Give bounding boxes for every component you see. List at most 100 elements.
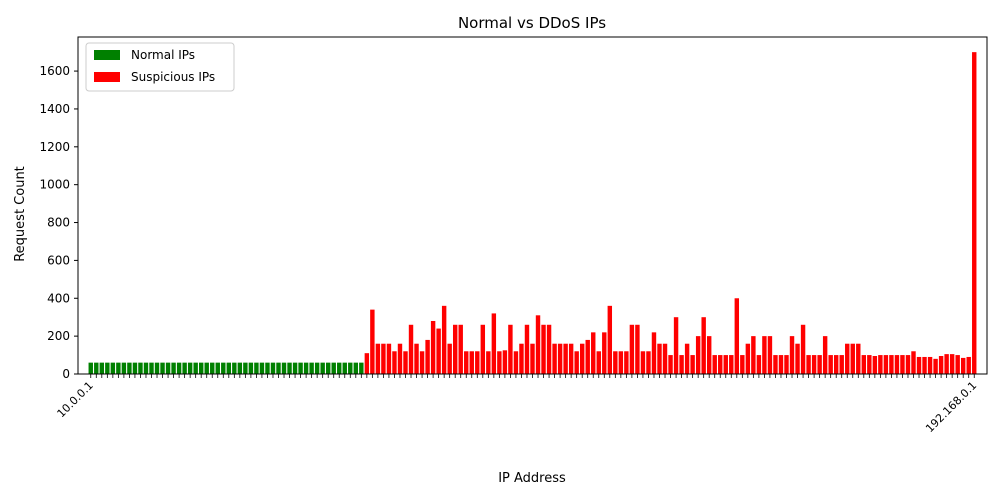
bar-suspicious-ip bbox=[441, 305, 447, 374]
bar-normal-ip bbox=[342, 362, 347, 374]
bar-normal-ip bbox=[309, 362, 314, 374]
bar-suspicious-ip bbox=[933, 358, 938, 374]
bar-suspicious-ip bbox=[861, 355, 867, 374]
bar-suspicious-ip bbox=[419, 351, 425, 374]
bar-normal-ip bbox=[110, 362, 116, 374]
bar-suspicious-ip bbox=[546, 324, 552, 374]
bar-normal-ip bbox=[198, 362, 204, 374]
bar-suspicious-ip bbox=[486, 351, 491, 374]
bar-suspicious-ip bbox=[475, 351, 480, 374]
bar-normal-ip bbox=[325, 362, 331, 374]
bar-normal-ip bbox=[127, 362, 132, 374]
bar-normal-ip bbox=[182, 362, 187, 374]
bar-suspicious-ip bbox=[706, 336, 712, 374]
bar-normal-ip bbox=[359, 362, 364, 374]
y-tick-label: 1600 bbox=[39, 64, 70, 78]
bar-suspicious-ip bbox=[701, 317, 706, 374]
bar-normal-ip bbox=[171, 362, 176, 374]
bar-suspicious-ip bbox=[817, 355, 822, 374]
bar-suspicious-ip bbox=[624, 351, 629, 374]
bar-suspicious-ip bbox=[668, 355, 673, 374]
bar-suspicious-ip bbox=[784, 355, 789, 374]
bar-normal-ip bbox=[337, 362, 342, 374]
bar-normal-ip bbox=[353, 362, 359, 374]
bar-suspicious-ip bbox=[673, 317, 679, 374]
bar-normal-ip bbox=[105, 362, 110, 374]
chart-title: Normal vs DDoS IPs bbox=[458, 14, 606, 32]
bar-suspicious-ip bbox=[850, 343, 855, 374]
bar-normal-ip bbox=[281, 362, 287, 374]
plot-frame bbox=[77, 36, 988, 375]
legend-label-suspicious: Suspicious IPs bbox=[131, 70, 215, 84]
bar-normal-ip bbox=[243, 362, 248, 374]
bar-suspicious-ip bbox=[447, 343, 452, 374]
y-tick-label: 600 bbox=[47, 253, 70, 267]
bar-suspicious-ip bbox=[822, 336, 828, 374]
bar-suspicious-ip bbox=[723, 355, 728, 374]
y-axis: 0 200 400 600 800 1000 1200 1400 1600 bbox=[39, 64, 78, 381]
bar-suspicious-ip bbox=[684, 343, 690, 374]
bar-normal-ip bbox=[154, 362, 160, 374]
bar-suspicious-ip bbox=[579, 343, 585, 374]
bar-normal-ip bbox=[331, 362, 336, 374]
y-axis-label: Request Count bbox=[13, 166, 28, 262]
bar-suspicious-ip bbox=[607, 305, 613, 374]
bar-suspicious-ip bbox=[491, 313, 497, 374]
bar-suspicious-ip bbox=[833, 355, 839, 374]
bar-normal-ip bbox=[232, 362, 237, 374]
bar-suspicious-ip bbox=[972, 52, 977, 375]
bar-suspicious-ip bbox=[629, 324, 635, 374]
bar-suspicious-ip bbox=[497, 351, 502, 374]
bar-suspicious-ip bbox=[767, 336, 773, 374]
bar-suspicious-ip bbox=[513, 351, 519, 374]
bar-normal-ip bbox=[149, 362, 154, 374]
bar-suspicious-ip bbox=[640, 351, 646, 374]
bar-suspicious-ip bbox=[856, 343, 861, 374]
bar-normal-ip bbox=[138, 362, 143, 374]
bar-suspicious-ip bbox=[370, 309, 375, 374]
bar-normal-ip bbox=[160, 362, 165, 374]
y-tick-label: 1200 bbox=[39, 140, 70, 154]
legend-swatch-suspicious bbox=[94, 72, 120, 82]
bar-suspicious-ip bbox=[811, 355, 817, 374]
bar-normal-ip bbox=[132, 362, 138, 374]
bar-suspicious-ip bbox=[778, 355, 784, 374]
bar-suspicious-ip bbox=[795, 343, 800, 374]
bar-normal-ip bbox=[215, 362, 220, 374]
bar-suspicious-ip bbox=[712, 355, 717, 374]
bar-suspicious-ip bbox=[381, 343, 386, 374]
bar-normal-ip bbox=[226, 362, 232, 374]
bar-suspicious-ip bbox=[773, 355, 778, 374]
bar-suspicious-ip bbox=[480, 324, 486, 374]
bar-normal-ip bbox=[254, 362, 259, 374]
y-tick-label: 1400 bbox=[39, 102, 70, 116]
bar-suspicious-ip bbox=[938, 356, 944, 374]
legend-box bbox=[85, 42, 235, 92]
bar-normal-ip bbox=[276, 362, 281, 374]
bar-normal-ip bbox=[298, 362, 303, 374]
y-tick-label: 1000 bbox=[39, 178, 70, 192]
bar-normal-ip bbox=[99, 362, 105, 374]
x-axis: 10.0.0.1 192.168.0.1 bbox=[55, 374, 979, 435]
bar-suspicious-ip bbox=[635, 324, 640, 374]
bar-suspicious-ip bbox=[386, 343, 392, 374]
bar-suspicious-ip bbox=[646, 351, 651, 374]
bar-suspicious-ip bbox=[789, 336, 795, 374]
bar-suspicious-ip bbox=[806, 355, 811, 374]
bar-suspicious-ip bbox=[430, 320, 436, 374]
bar-suspicious-ip bbox=[414, 343, 419, 374]
bar-suspicious-ip bbox=[756, 355, 762, 374]
bar-suspicious-ip bbox=[690, 355, 695, 374]
bar-suspicious-ip bbox=[452, 324, 458, 374]
y-tick-label: 400 bbox=[47, 291, 70, 305]
x-tick-label-last: 192.168.0.1 bbox=[923, 379, 979, 435]
bar-normal-ip bbox=[116, 362, 121, 374]
bar-suspicious-ip bbox=[469, 351, 474, 374]
bar-suspicious-ip bbox=[944, 354, 949, 374]
bars-group bbox=[88, 52, 977, 375]
bar-normal-ip bbox=[94, 362, 99, 374]
bar-suspicious-ip bbox=[508, 324, 513, 374]
bar-suspicious-ip bbox=[845, 343, 850, 374]
bar-suspicious-ip bbox=[425, 339, 430, 374]
